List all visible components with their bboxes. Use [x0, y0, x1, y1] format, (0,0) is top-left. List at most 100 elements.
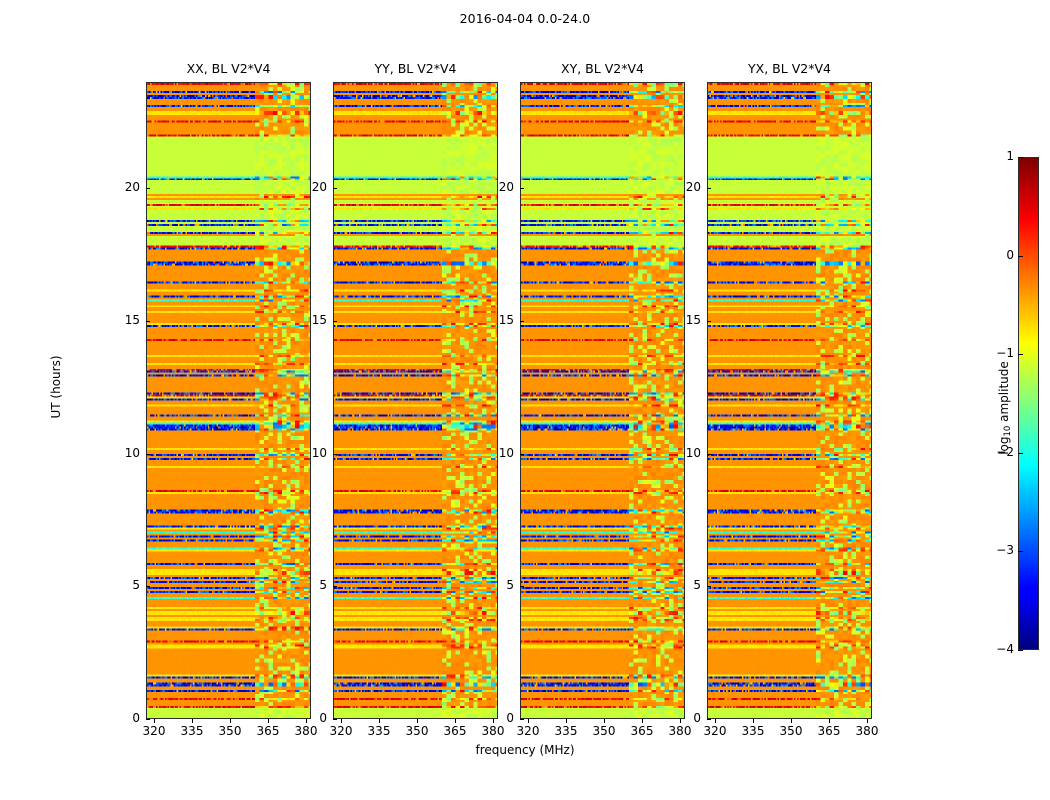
- x-axis-label: frequency (MHz): [475, 743, 575, 757]
- y-tick-label: 5: [319, 578, 327, 592]
- colorbar-tick: [1018, 256, 1023, 257]
- x-tick: [493, 719, 494, 723]
- y-tick-label: 0: [319, 711, 327, 725]
- x-tick-label: 335: [554, 724, 578, 738]
- x-tick: [680, 719, 681, 723]
- y-tick: [333, 321, 337, 322]
- panel-title-xx: XX, BL V2*V4: [186, 61, 271, 76]
- x-tick: [455, 719, 456, 723]
- colorbar-label-suffix: amplitude: [997, 361, 1011, 426]
- y-tick: [707, 454, 711, 455]
- x-tick: [604, 719, 605, 723]
- x-tick-label: 320: [142, 724, 166, 738]
- colorbar-tick-label: 1: [1006, 149, 1014, 163]
- colorbar-tick-label: −1: [996, 346, 1014, 360]
- y-tick-label: 5: [693, 578, 701, 592]
- y-tick-label: 20: [498, 180, 514, 194]
- y-tick: [707, 188, 711, 189]
- y-tick-label: 10: [311, 446, 327, 460]
- colorbar-tick-label: −2: [996, 445, 1014, 459]
- x-tick-label: 365: [256, 724, 280, 738]
- colorbar-tick-label: −3: [996, 543, 1014, 557]
- y-tick: [520, 454, 524, 455]
- x-tick-label: 350: [218, 724, 242, 738]
- y-tick: [333, 454, 337, 455]
- colorbar-label: log10 amplitude: [997, 308, 1013, 508]
- x-tick: [379, 719, 380, 723]
- y-tick-label: 15: [311, 313, 327, 327]
- y-tick: [146, 454, 150, 455]
- y-tick-label: 10: [685, 446, 701, 460]
- x-tick: [268, 719, 269, 723]
- y-tick: [520, 321, 524, 322]
- x-tick: [192, 719, 193, 723]
- y-tick-label: 15: [124, 313, 140, 327]
- colorbar-label-subscript: 10: [1003, 425, 1013, 437]
- x-tick-label: 350: [405, 724, 429, 738]
- colorbar-tick: [1018, 453, 1023, 454]
- y-tick-label: 20: [124, 180, 140, 194]
- x-tick-label: 320: [516, 724, 540, 738]
- y-tick: [146, 586, 150, 587]
- y-tick-label: 0: [132, 711, 140, 725]
- waterfall-panel-xy[interactable]: [520, 82, 685, 719]
- x-tick: [829, 719, 830, 723]
- y-tick: [333, 719, 337, 720]
- waterfall-image-xy: [521, 83, 684, 718]
- x-tick-label: 380: [668, 724, 692, 738]
- y-tick-label: 5: [506, 578, 514, 592]
- y-tick-label: 5: [132, 578, 140, 592]
- colorbar-tick-label: 0: [1006, 248, 1014, 262]
- colorbar-tick: [1018, 650, 1023, 651]
- x-tick: [715, 719, 716, 723]
- x-tick-label: 365: [443, 724, 467, 738]
- x-tick: [230, 719, 231, 723]
- y-tick: [707, 586, 711, 587]
- x-tick-label: 335: [367, 724, 391, 738]
- colorbar-tick: [1018, 157, 1023, 158]
- y-tick: [146, 188, 150, 189]
- x-tick: [341, 719, 342, 723]
- x-tick-label: 350: [592, 724, 616, 738]
- x-tick: [306, 719, 307, 723]
- y-tick-label: 10: [124, 446, 140, 460]
- panel-title-yy: YY, BL V2*V4: [374, 61, 457, 76]
- x-tick-label: 320: [703, 724, 727, 738]
- x-tick: [566, 719, 567, 723]
- y-tick: [707, 719, 711, 720]
- x-tick-label: 335: [741, 724, 765, 738]
- y-axis-label: UT (hours): [49, 355, 63, 419]
- colorbar: [1018, 157, 1039, 650]
- y-tick: [520, 719, 524, 720]
- x-tick-label: 335: [180, 724, 204, 738]
- x-tick-label: 380: [294, 724, 318, 738]
- colorbar-tick-label: −4: [996, 642, 1014, 656]
- y-tick-label: 0: [506, 711, 514, 725]
- x-tick-label: 365: [630, 724, 654, 738]
- y-tick-label: 0: [693, 711, 701, 725]
- x-tick: [417, 719, 418, 723]
- y-tick: [520, 586, 524, 587]
- panel-title-yx: YX, BL V2*V4: [748, 61, 831, 76]
- x-tick: [867, 719, 868, 723]
- waterfall-image-yy: [334, 83, 497, 718]
- y-tick-label: 10: [498, 446, 514, 460]
- waterfall-panel-yx[interactable]: [707, 82, 872, 719]
- colorbar-tick: [1018, 354, 1023, 355]
- waterfall-image-yx: [708, 83, 871, 718]
- waterfall-image-xx: [147, 83, 310, 718]
- y-tick: [707, 321, 711, 322]
- waterfall-panel-xx[interactable]: [146, 82, 311, 719]
- y-tick: [520, 188, 524, 189]
- y-tick: [333, 188, 337, 189]
- x-tick: [642, 719, 643, 723]
- figure-suptitle: 2016-04-04 0.0-24.0: [459, 11, 591, 26]
- y-tick-label: 15: [685, 313, 701, 327]
- x-tick: [154, 719, 155, 723]
- x-tick-label: 350: [779, 724, 803, 738]
- waterfall-panel-yy[interactable]: [333, 82, 498, 719]
- y-tick-label: 15: [498, 313, 514, 327]
- x-tick: [791, 719, 792, 723]
- x-tick-label: 380: [481, 724, 505, 738]
